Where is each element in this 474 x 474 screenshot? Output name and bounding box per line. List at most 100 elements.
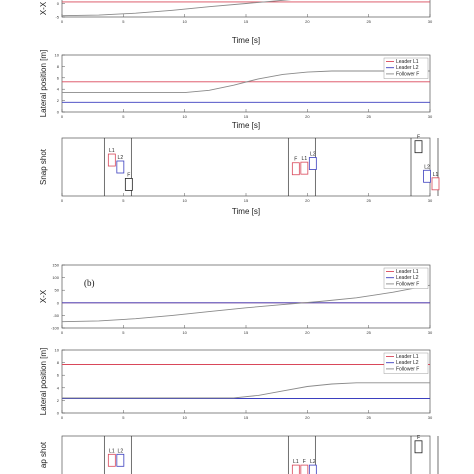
- a3-car-f: [414, 140, 423, 154]
- a3-x-tick-label: 25: [366, 198, 371, 203]
- a3-car-l1: [431, 177, 440, 191]
- b2-x-tick-label: 10: [182, 415, 187, 420]
- a2-x-tick-label: 15: [244, 114, 249, 119]
- b3-car-l2: [116, 453, 125, 467]
- a2-y-tick-label: 6: [57, 75, 60, 80]
- b1-x-tick-label: 10: [182, 330, 187, 335]
- a2-legend-entry: Leader L1: [396, 59, 419, 65]
- a1-x-tick-label: 25: [366, 19, 371, 24]
- b1-x-tick-label: 25: [366, 330, 371, 335]
- a3-car-l1: [300, 161, 309, 175]
- a2-y-tick-label: 4: [57, 87, 60, 92]
- a2-series-follower-f: [62, 70, 430, 94]
- a1-y-tick-label: 0: [57, 1, 60, 6]
- b3-car-f: [414, 440, 423, 454]
- b2-y-tick-label: 4: [57, 385, 60, 390]
- b2-y-tick-label: 6: [57, 373, 60, 378]
- b2-y-tick-label: 10: [55, 348, 60, 353]
- b2-y-tick-label: 0: [57, 411, 60, 416]
- a2-y-tick-label: 2: [57, 98, 60, 103]
- a1-y-axis-label: X-X: [39, 1, 48, 15]
- a2-x-axis-label: Time [s]: [232, 121, 260, 130]
- a1-x-tick-label: 10: [182, 19, 187, 24]
- b3-car-label: L2: [118, 448, 124, 454]
- b1-x-tick-label: 5: [122, 330, 125, 335]
- a1-x-tick-label: 15: [244, 19, 249, 24]
- a2-y-axis-label: Lateral position [m]: [39, 50, 48, 118]
- a3-x-tick-label: 30: [428, 198, 433, 203]
- b2-x-tick-label: 20: [305, 415, 310, 420]
- a1-x-tick-label: 0: [61, 19, 64, 24]
- b2-x-tick-label: 30: [428, 415, 433, 420]
- b1-y-tick-label: -100: [51, 326, 60, 331]
- a3-car-l2: [116, 160, 125, 174]
- b3-axes-frame: [61, 435, 431, 474]
- b1-x-tick-label: 30: [428, 330, 433, 335]
- b3-car-label: F: [417, 435, 420, 441]
- b3-car-f: [300, 464, 309, 474]
- a2-legend-entry: Follower F: [396, 71, 419, 77]
- a3-car-label: L2: [424, 164, 430, 170]
- a2-x-tick-label: 0: [61, 114, 64, 119]
- b1-y-tick-label: 50: [55, 288, 60, 293]
- a3-car-l1: [107, 153, 116, 167]
- a3-car-label: F: [127, 172, 130, 178]
- b1-x-tick-label: 0: [61, 330, 64, 335]
- b1-legend-entry: Leader L1: [396, 269, 419, 275]
- a3-car-label: F: [417, 135, 420, 141]
- a3-car-l2: [308, 157, 317, 170]
- b1-legend-box: [383, 267, 429, 289]
- b1-x-tick-label: 15: [244, 330, 249, 335]
- b3-car-label: L2: [310, 459, 316, 465]
- b2-y-tick-label: 8: [57, 360, 60, 365]
- b3-y-axis-label: ap shot: [39, 441, 48, 468]
- b1-legend-entry: Leader L2: [396, 275, 419, 281]
- b1-axes-frame: [61, 264, 431, 329]
- a2-y-tick-label: 10: [55, 53, 60, 58]
- a3-car-label: F: [294, 157, 297, 163]
- a2-x-tick-label: 25: [366, 114, 371, 119]
- a2-axes-frame: [61, 54, 431, 113]
- b1-panel-label: (b): [84, 278, 95, 288]
- a3-car-label: L1: [433, 172, 439, 178]
- b1-legend-entry: Follower F: [396, 281, 419, 287]
- a2-x-tick-label: 10: [182, 114, 187, 119]
- b2-legend-entry: Leader L1: [396, 354, 419, 360]
- a3-x-tick-label: 15: [244, 198, 249, 203]
- b2-y-tick-label: 2: [57, 398, 60, 403]
- b2-legend-entry: Follower F: [396, 366, 419, 372]
- a2-y-tick-label: 8: [57, 64, 60, 69]
- b1-y-tick-label: 0: [57, 300, 60, 305]
- a2-legend-box: [383, 57, 429, 79]
- b2-x-tick-label: 25: [366, 415, 371, 420]
- b1-y-tick-label: -50: [53, 313, 60, 318]
- a3-x-tick-label: 20: [305, 198, 310, 203]
- a3-car-l2: [423, 169, 431, 183]
- a3-car-f: [124, 177, 133, 191]
- b2-x-tick-label: 5: [122, 415, 125, 420]
- b2-x-tick-label: 15: [244, 415, 249, 420]
- a3-x-tick-label: 10: [182, 198, 187, 203]
- a1-x-tick-label: 30: [428, 19, 433, 24]
- a3-car-label: L2: [310, 152, 316, 158]
- a3-x-axis-label: Time [s]: [232, 207, 260, 216]
- b1-y-tick-label: 100: [52, 275, 59, 280]
- b2-x-tick-label: 0: [61, 415, 64, 420]
- b3-car-l1: [291, 464, 300, 474]
- b1-y-axis-label: X-X: [39, 289, 48, 303]
- b3-car-label: L1: [293, 459, 299, 465]
- b1-y-tick-label: 150: [52, 263, 59, 268]
- a3-y-axis-label: Snap shot: [39, 148, 48, 185]
- a3-car-label: L2: [118, 155, 124, 161]
- b3-car-label: L1: [109, 448, 115, 454]
- b2-legend-entry: Leader L2: [396, 360, 419, 366]
- a2-x-tick-label: 5: [122, 114, 125, 119]
- b3-car-l2: [308, 464, 317, 474]
- b3-car-l1: [107, 453, 116, 467]
- b1-x-tick-label: 20: [305, 330, 310, 335]
- a1-y-tick-label: -5: [55, 15, 59, 20]
- a2-x-tick-label: 20: [305, 114, 310, 119]
- a2-legend-entry: Leader L2: [396, 65, 419, 71]
- a3-car-f: [291, 162, 300, 176]
